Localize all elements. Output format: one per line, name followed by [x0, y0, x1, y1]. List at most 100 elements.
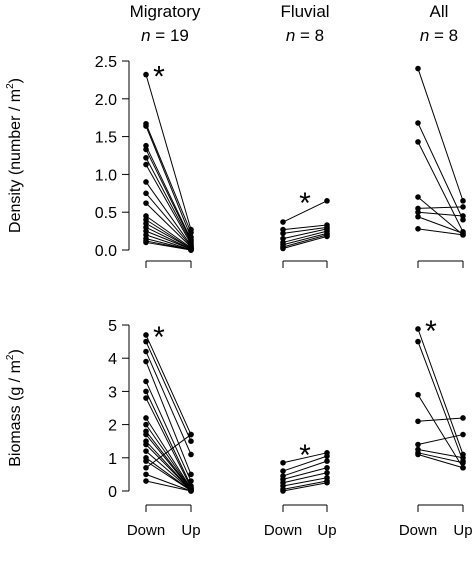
density-y-tick-label: 0.0	[95, 243, 117, 260]
biomass-pair-line	[145, 434, 192, 469]
group-title-1: Fluvial	[280, 2, 329, 21]
biomass-point-down	[415, 326, 421, 332]
biomass-pair-line	[282, 480, 328, 490]
biomass-point-down	[143, 395, 149, 401]
biomass-significance-marker: *	[425, 315, 437, 348]
biomass-pair-line	[282, 477, 328, 487]
density-point-down	[280, 230, 286, 237]
density-point-down	[143, 239, 149, 246]
density-y-tick-label: 0.5	[95, 205, 117, 222]
density-pair-line	[145, 157, 192, 243]
biomass-pair-line	[145, 351, 192, 455]
n-value: = 8	[429, 26, 458, 45]
density-point-down	[143, 154, 149, 161]
density-pair-line	[145, 219, 192, 249]
y-label-superscript: 2	[5, 354, 16, 360]
biomass-point-down	[143, 348, 149, 355]
density-point-down	[280, 245, 286, 252]
biomass-pair-line	[145, 450, 192, 491]
biomass-point-down	[143, 421, 149, 428]
density-point-down	[415, 120, 421, 126]
density-point-down	[143, 146, 149, 153]
biomass-pair-line	[145, 424, 192, 490]
density-point-down	[415, 65, 421, 72]
x-tick-label: Down	[127, 522, 165, 539]
biomass-point-up	[460, 415, 466, 421]
biomass-y-tick-label: 3	[108, 384, 117, 401]
density-pair-line	[282, 226, 328, 234]
y-label-text: Density (number / m	[7, 89, 24, 233]
biomass-point-down	[143, 388, 149, 395]
x-tick-label: Up	[317, 522, 336, 539]
density-point-down	[415, 194, 421, 200]
density-y-tick-label: 1.5	[95, 130, 117, 147]
biomass-pair-line	[145, 417, 192, 489]
density-pair-line	[145, 215, 192, 249]
density-point-up	[460, 213, 466, 219]
biomass-pair-line	[145, 334, 192, 435]
biomass-point-down	[143, 441, 149, 448]
y-label-text: )	[7, 78, 24, 83]
biomass-pair-line	[145, 473, 192, 492]
density-pair-line	[145, 202, 192, 248]
biomass-y-tick-label: 5	[108, 318, 117, 335]
density-pair-line	[417, 206, 464, 209]
density-point-down	[143, 161, 149, 168]
density-pair-line	[145, 223, 192, 249]
biomass-point-down	[415, 418, 421, 425]
biomass-y-axis-label: Biomass (g / m2)	[5, 349, 24, 467]
density-point-up	[460, 232, 466, 238]
biomass-significance-marker: *	[153, 321, 165, 354]
density-pair-line	[417, 196, 464, 236]
biomass-pair-line	[282, 472, 328, 484]
n-value: = 8	[295, 26, 324, 45]
biomass-pair-line	[282, 455, 328, 472]
biomass-point-up	[188, 471, 194, 478]
biomass-pair-line	[417, 417, 464, 422]
density-pair-line	[145, 145, 192, 240]
group-n-2: n = 8	[420, 26, 458, 45]
biomass-point-down	[415, 391, 421, 398]
density-pair-line	[145, 192, 192, 247]
density-pair-line	[282, 230, 328, 243]
biomass-pair-line	[145, 341, 192, 442]
biomass-point-down	[143, 378, 149, 385]
biomass-point-up	[188, 488, 194, 494]
density-point-up	[460, 204, 466, 210]
density-pair-line	[282, 224, 328, 231]
biomass-pair-line	[145, 391, 192, 487]
biomass-point-down	[280, 488, 286, 494]
biomass-point-down	[143, 458, 149, 464]
biomass-point-up	[188, 431, 194, 438]
biomass-point-up	[188, 438, 194, 445]
density-pair-line	[417, 216, 464, 234]
density-pair-line	[145, 181, 192, 246]
density-significance-marker: *	[153, 61, 165, 94]
density-y-tick-label: 1.0	[95, 167, 117, 184]
biomass-point-down	[143, 332, 149, 338]
y-label-text: )	[7, 349, 24, 354]
biomass-pair-line	[145, 440, 192, 491]
biomass-pair-line	[282, 452, 328, 464]
density-point-down	[143, 71, 149, 78]
n-value: = 19	[151, 26, 189, 45]
biomass-point-down	[143, 464, 149, 471]
biomass-pair-line	[145, 397, 192, 488]
biomass-pair-line	[282, 467, 328, 480]
density-point-down	[280, 219, 286, 225]
biomass-pair-line	[145, 480, 192, 492]
density-y-tick-label: 2.0	[95, 92, 117, 109]
n-symbol: n	[141, 26, 150, 45]
biomass-pair-line	[417, 394, 464, 469]
density-pair-line	[417, 211, 464, 217]
biomass-pair-line	[417, 341, 464, 462]
biomass-pair-line	[417, 434, 464, 446]
biomass-point-up	[460, 464, 466, 471]
density-point-up	[324, 233, 330, 240]
density-y-tick-label: 2.5	[95, 54, 117, 71]
density-point-down	[143, 190, 149, 197]
density-pair-line	[417, 228, 464, 236]
x-tick-label: Down	[399, 522, 437, 539]
density-pair-line	[145, 241, 192, 251]
density-point-up	[188, 247, 194, 253]
